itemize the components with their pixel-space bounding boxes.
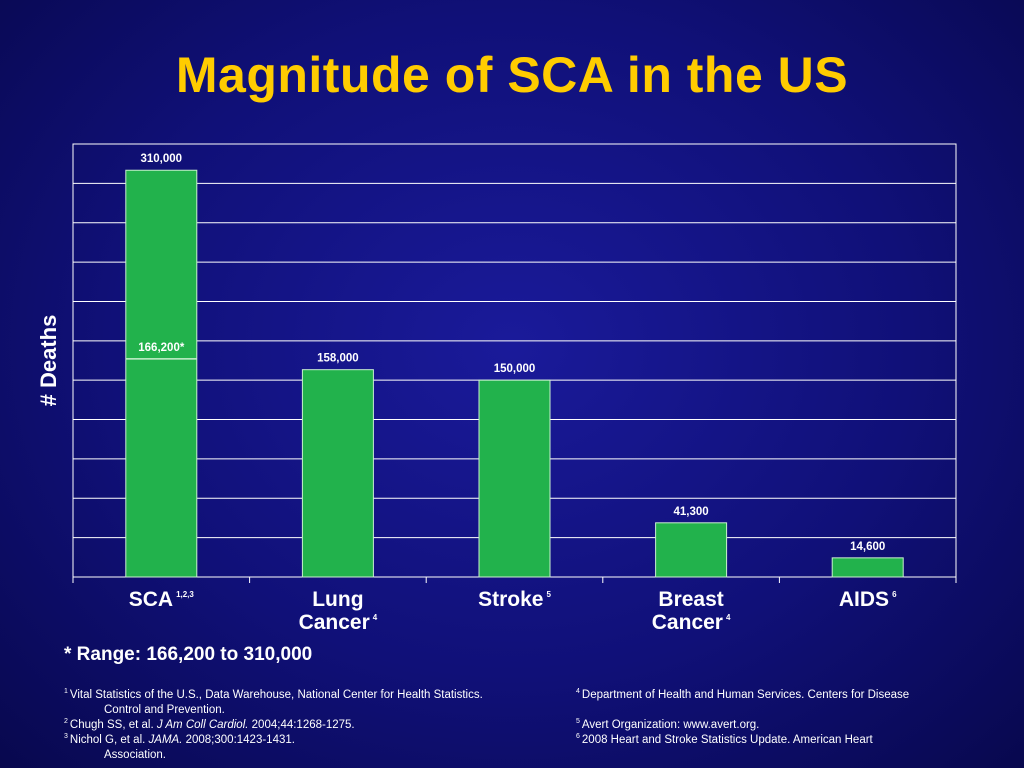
category-label: Stroke 5 (478, 588, 551, 611)
reference-6: 6 2008 Heart and Stroke Statistics Update… (576, 733, 873, 746)
category-label: SCA 1,2,3 (129, 588, 195, 611)
bar-value-label: 41,300 (674, 506, 709, 518)
bar (301, 369, 374, 578)
bar (655, 522, 728, 578)
range-footnote: * Range: 166,200 to 310,000 (64, 644, 313, 665)
category-superscript: 6 (892, 590, 897, 599)
category-label: Breast (658, 588, 723, 611)
category-label: Lung (312, 588, 363, 611)
bar-value-label: 158,000 (317, 353, 359, 365)
bar-value-label: 310,000 (141, 153, 183, 165)
category-superscript: 4 (373, 613, 378, 622)
reference-4: 4 Department of Health and Human Services… (576, 688, 910, 701)
range-low-label: 166,200* (138, 342, 185, 354)
bar (125, 169, 198, 578)
bar (831, 557, 904, 578)
category-label: AIDS 6 (839, 588, 897, 611)
reference-3: 3 Nichol G, et al. JAMA. 2008;300:1423-14… (64, 733, 295, 761)
slide-title: Magnitude of SCA in the US (175, 47, 849, 103)
bar-value-label: 150,000 (494, 363, 536, 375)
bar-value-label: 14,600 (850, 541, 885, 553)
category-label: Cancer 4 (299, 611, 378, 634)
bar (478, 379, 551, 578)
reference-2: 2 Chugh SS, et al. J Am Coll Cardiol. 200… (64, 718, 355, 731)
y-axis-label: # Deaths (36, 315, 61, 407)
category-superscript: 4 (726, 613, 731, 622)
reference-1: 1 Vital Statistics of the U.S., Data Ware… (64, 688, 483, 716)
category-label: Cancer 4 (652, 611, 731, 634)
category-superscript: 1,2,3 (176, 590, 194, 599)
category-superscript: 5 (546, 590, 551, 599)
reference-5: 5 Avert Organization: www.avert.org. (576, 718, 760, 731)
